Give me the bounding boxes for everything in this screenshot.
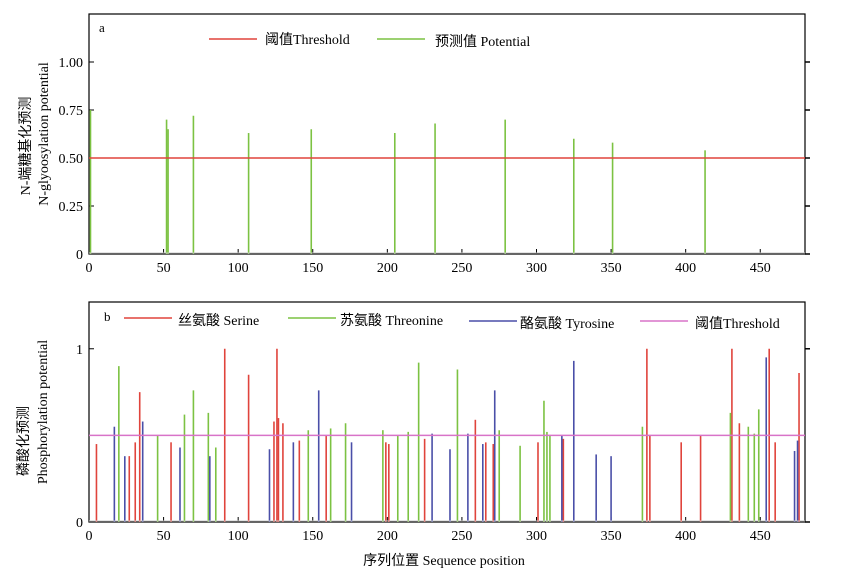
panel-b-ytick-label: 1	[76, 343, 83, 358]
panel-a-xtick-label: 400	[675, 261, 696, 276]
panel-a-letter: a	[99, 20, 105, 35]
panel-b-xtick-label: 450	[750, 529, 771, 544]
panel-b-xtick-label: 350	[601, 529, 622, 544]
panel-a-xtick-label: 0	[86, 261, 93, 276]
panel-a-ytick-label: 1.00	[59, 56, 84, 71]
panel-b-legend: 丝氨酸 Serine 苏氨酸 Threonine 酪氨酸 Tyrosine 阈值…	[124, 313, 780, 332]
panel-b-xtick-label: 300	[526, 529, 547, 544]
panel-a-ytick-label: 0.50	[59, 152, 84, 167]
legend-a-potential-label: 预测值 Potential	[435, 34, 530, 50]
panel-b-ylabel-cn: 磷酸化预测	[16, 406, 32, 476]
panel-a-xtick-label: 150	[302, 261, 323, 276]
panel-a-xtick-label: 50	[157, 261, 171, 276]
panel-b-xtick-label: 100	[228, 529, 249, 544]
panel-b: b 0 50 100 150 200 250 300 350 400 450 0 1 丝氨酸 Seri…	[16, 301, 810, 569]
panel-b-xtick-label: 400	[675, 529, 696, 544]
panel-a-legend: 阈值Threshold 预测值 Potential	[209, 32, 530, 50]
panel-a-ytick-label: 0.25	[59, 200, 84, 215]
panel-a-xtick-label: 450	[750, 261, 771, 276]
panel-b-xtick-label: 250	[451, 529, 472, 544]
panel-b-ticks: 0 50 100 150 200 250 300 350 400 450 0 1	[76, 343, 810, 544]
legend-b-tyrosine-label: 酪氨酸 Tyrosine	[520, 316, 614, 332]
legend-b-serine-label: 丝氨酸 Serine	[178, 313, 259, 329]
panel-a-ytick-label: 0	[76, 248, 83, 263]
legend-b-threonine-label: 苏氨酸 Threonine	[340, 313, 443, 329]
panel-a-ticks: 0 50 100 150 200 250 300 350 400 450 0 0.25 0.50 0.75…	[59, 56, 810, 276]
panel-a-xtick-label: 100	[228, 261, 249, 276]
panel-b-ytick-label: 0	[76, 516, 83, 531]
panel-a-frame	[88, 13, 806, 255]
panel-b-xtick-label: 0	[86, 529, 93, 544]
panel-b-xlabel: 序列位置 Sequence position	[363, 553, 525, 569]
panel-b-ylabel-en: Phosphorylation potential	[36, 340, 51, 484]
panel-a-ylabel-en: N-glyoosylation potential	[37, 62, 52, 206]
panel-b-xtick-label: 150	[302, 529, 323, 544]
panel-b-letter: b	[104, 309, 111, 324]
panel-a: a 0 50 100 150 200 250 300 350 400 450 0 0.25 0.50 0.…	[17, 13, 810, 276]
panel-a-xtick-label: 200	[377, 261, 398, 276]
legend-a-threshold-label: 阈值Threshold	[265, 32, 350, 48]
panel-a-ytick-label: 0.75	[59, 104, 84, 119]
panel-b-xtick-label: 50	[157, 529, 171, 544]
panel-a-xtick-label: 300	[526, 261, 547, 276]
panel-b-frame	[88, 301, 806, 523]
panel-a-xtick-label: 350	[601, 261, 622, 276]
panel-a-lines	[89, 110, 805, 254]
panel-a-xtick-label: 250	[451, 261, 472, 276]
panel-a-ylabel-cn: N-端糖基化预测	[17, 97, 34, 196]
panel-b-lines	[89, 348, 805, 522]
panel-b-xtick-label: 200	[377, 529, 398, 544]
legend-b-threshold-label: 阈值Threshold	[695, 316, 780, 332]
